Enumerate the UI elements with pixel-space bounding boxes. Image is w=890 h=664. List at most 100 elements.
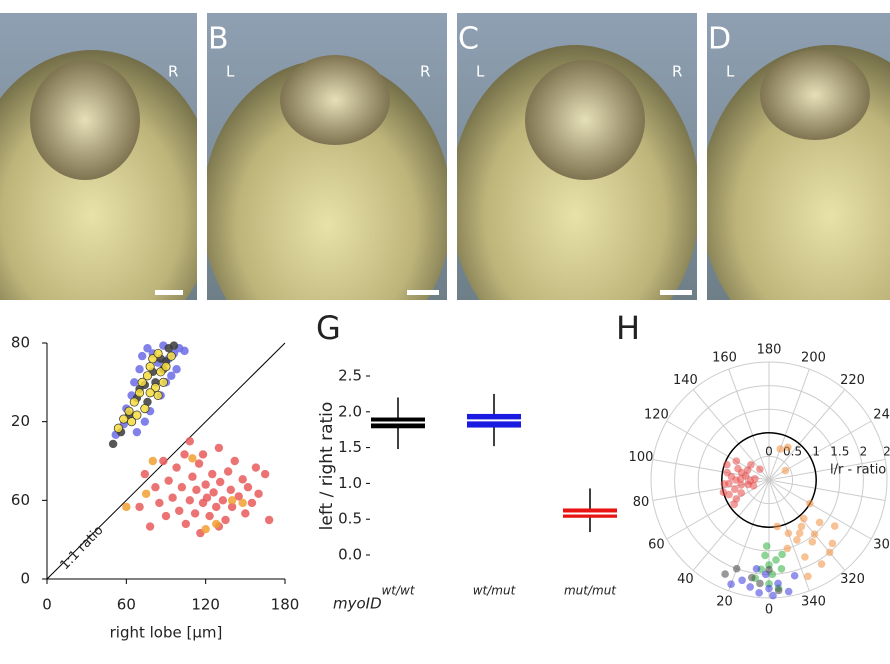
point [143,344,152,353]
point [776,445,785,453]
photo-panel [0,13,197,300]
point [153,348,163,359]
point [238,475,247,484]
r-tick-label: 1.5 [830,445,849,459]
point [142,371,153,381]
point [122,502,131,512]
angle-label: 60 [648,538,665,553]
point [230,456,239,466]
panel-letter: G [316,309,341,347]
x-tick-label: wt/mut [473,584,517,598]
point [208,469,217,479]
angle-label: 120 [644,408,669,423]
point [730,500,739,509]
panel-letter: C [458,22,479,57]
point [784,529,793,538]
angle-label: 24 [873,408,890,423]
photo-panel [207,13,447,300]
point [241,509,250,518]
point [151,483,160,492]
annotation: 1:1 ratio [57,523,106,573]
point [129,397,139,407]
point [755,589,763,597]
point [158,377,168,387]
spoke [768,479,886,501]
point [773,522,781,531]
x-axis-label: right lobe [µm] [110,624,223,642]
point [119,414,129,424]
point [752,565,761,573]
y-tick-label: 2.5 [338,367,362,385]
point [732,564,741,573]
point [251,463,261,472]
y-tick-label: 1.0 [338,474,362,492]
point [155,498,164,508]
x-tick-label: wt/wt [381,584,415,598]
point [756,579,764,588]
point [175,506,184,516]
y-tick-label: 1.5 [338,438,362,456]
point [795,529,804,537]
point [108,439,118,449]
point [731,485,739,493]
point [732,457,741,465]
point [238,498,247,508]
point [761,551,769,560]
angle-label: 100 [629,450,654,465]
y-tick-label: 60 [11,491,30,509]
point [164,476,173,485]
spoke [768,459,886,481]
point [737,481,745,489]
angle-label: 180 [757,343,782,358]
point [132,410,142,420]
angle-label: 80 [633,495,650,510]
point [192,485,201,495]
point [169,341,179,350]
point [135,502,144,512]
point [772,556,780,564]
spoke [692,479,770,571]
point [127,417,137,427]
x-tick-label: 0 [42,596,52,614]
point [216,477,225,487]
point [145,388,155,398]
point [201,480,210,489]
point [180,450,189,459]
angle-label: 140 [673,373,698,388]
point [135,388,145,398]
point [790,571,799,580]
point [214,443,224,453]
point [830,522,839,530]
point [177,483,187,492]
point [221,515,230,525]
point [264,515,274,525]
angle-label: 320 [840,572,865,587]
angle-label: 160 [712,350,737,365]
y-axis-label: left / right ratio [317,402,337,531]
point [226,485,235,495]
point [781,466,790,475]
spoke [728,368,770,481]
point [168,493,177,502]
point [247,498,257,508]
point [185,496,194,505]
point [172,463,181,472]
point [747,573,756,582]
panel-letter: B [208,22,229,57]
angle-label: 30 [873,538,890,553]
point [737,489,745,497]
spoke [666,479,770,540]
point [783,544,792,553]
point [765,584,773,593]
point [815,518,824,527]
ring [650,361,888,599]
reference-circle [721,432,817,528]
y-tick-label: 2.0 [338,402,362,420]
point [153,390,163,400]
point [777,565,786,573]
spoke [768,368,810,481]
y-tick-label: 20 [11,412,30,430]
r-tick-label: 0 [765,445,773,459]
point [130,378,139,387]
spoke [768,479,872,540]
